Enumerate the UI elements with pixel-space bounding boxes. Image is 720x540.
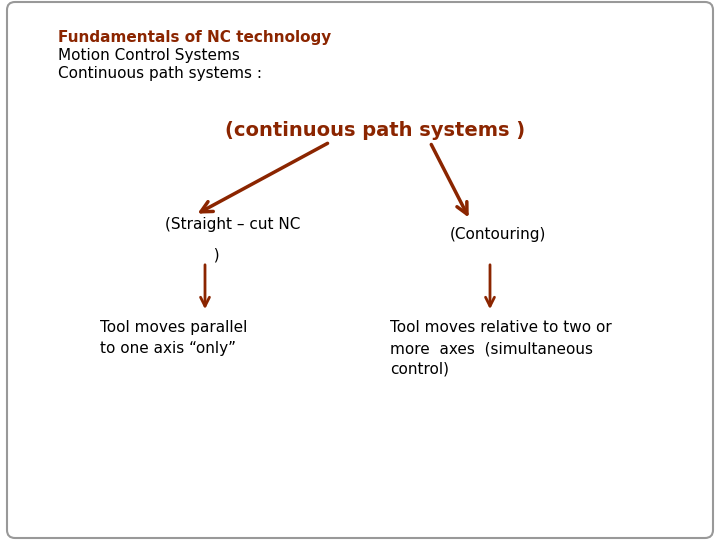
Text: (continuous path systems ): (continuous path systems ) bbox=[225, 120, 525, 139]
FancyBboxPatch shape bbox=[7, 2, 713, 538]
Text: Tool moves parallel
to one axis “only”: Tool moves parallel to one axis “only” bbox=[100, 320, 248, 356]
Text: (Contouring): (Contouring) bbox=[450, 227, 546, 242]
Text: (Straight – cut NC: (Straight – cut NC bbox=[165, 217, 300, 232]
Text: ): ) bbox=[165, 248, 220, 263]
Text: Continuous path systems :: Continuous path systems : bbox=[58, 66, 262, 81]
Text: Fundamentals of NC technology: Fundamentals of NC technology bbox=[58, 30, 331, 45]
Text: Motion Control Systems: Motion Control Systems bbox=[58, 48, 240, 63]
Text: Tool moves relative to two or
more  axes  (simultaneous
control): Tool moves relative to two or more axes … bbox=[390, 320, 612, 377]
